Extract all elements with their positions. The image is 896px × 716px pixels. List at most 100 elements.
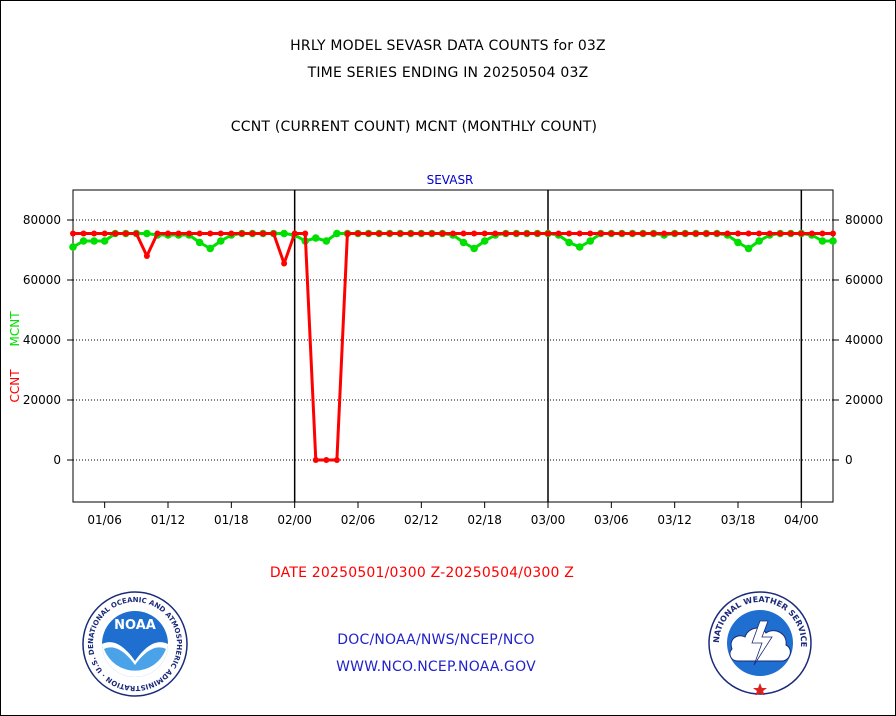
mcnt-data-point <box>470 244 478 253</box>
noaa-text: NOAA <box>114 618 156 633</box>
y-axis-label-mcnt: MCNT <box>8 311 22 347</box>
x-tick-label: 02/00 <box>277 513 312 527</box>
ccnt-data-point <box>450 230 456 237</box>
ccnt-data-point <box>745 230 752 237</box>
x-tick-label: 03/12 <box>657 513 692 527</box>
ccnt-data-point <box>154 230 161 237</box>
date-range-label: DATE 20250501/0300 Z-20250504/0300 Z <box>269 565 575 581</box>
ccnt-data-point <box>428 230 435 237</box>
mcnt-data-point <box>69 243 77 251</box>
ccnt-data-point <box>165 230 171 237</box>
nws-logo-icon: NATIONAL WEATHER SERVICE <box>708 591 812 695</box>
chart-title-line1: HRLY MODEL SEVASR DATA COUNTS for 03Z <box>290 38 606 54</box>
ccnt-data-point <box>629 230 636 237</box>
ccnt-data-point <box>534 230 541 237</box>
ccnt-data-point <box>217 230 224 237</box>
org-label: DOC/NOAA/NWS/NCEP/NCO <box>337 632 535 648</box>
ccnt-data-point <box>819 230 826 237</box>
y-tick-label-left: 60000 <box>23 273 61 287</box>
ccnt-data-point <box>566 230 573 237</box>
x-tick-label: 01/12 <box>151 513 186 527</box>
ccnt-data-point <box>608 230 615 237</box>
ccnt-data-point <box>397 230 404 237</box>
x-tick-label: 02/06 <box>341 513 376 527</box>
ccnt-data-point <box>101 230 108 237</box>
ccnt-data-point <box>281 260 288 267</box>
ccnt-data-point <box>186 230 193 237</box>
ccnt-data-point <box>376 230 383 237</box>
ccnt-data-point <box>302 230 309 237</box>
ccnt-data-point <box>418 230 425 237</box>
ccnt-data-point <box>513 230 520 237</box>
series-layer <box>69 229 837 463</box>
ccnt-data-point <box>355 230 361 237</box>
mcnt-data-point <box>206 244 215 253</box>
y-tick-label-right: 80000 <box>845 213 883 227</box>
y-tick-label-right: 20000 <box>845 393 883 407</box>
ccnt-data-point <box>238 230 245 237</box>
ccnt-data-point <box>724 230 731 237</box>
ccnt-data-point <box>439 230 446 237</box>
mcnt-data-point <box>734 238 742 247</box>
ccnt-data-point <box>640 230 646 237</box>
ccnt-data-point <box>777 230 784 237</box>
mcnt-data-point <box>575 243 584 251</box>
mcnt-data-point <box>818 237 827 245</box>
ccnt-data-point <box>766 230 773 237</box>
ccnt-data-point <box>407 230 414 237</box>
ccnt-data-point <box>344 230 351 237</box>
chart-subtitle: CCNT (CURRENT COUNT) MCNT (MONTHLY COUNT… <box>230 119 598 135</box>
ccnt-data-point <box>671 230 678 237</box>
plot-border <box>72 189 834 503</box>
ccnt-data-point <box>365 230 372 237</box>
mcnt-data-point <box>755 237 763 245</box>
y-tick-label-right: 0 <box>845 453 853 467</box>
mcnt-data-point <box>322 237 331 245</box>
mcnt-data-point <box>216 237 225 245</box>
x-tick-label: 02/18 <box>467 513 502 527</box>
x-tick-label: 03/00 <box>531 513 566 527</box>
y-tick-label-left: 80000 <box>23 213 61 227</box>
y-tick-label-left: 40000 <box>23 333 61 347</box>
axis-layer: 0 0 20000 20000 40000 40000 60000 60000 80000 800… <box>23 189 883 527</box>
mcnt-data-point <box>480 237 489 245</box>
ccnt-data-point <box>471 230 478 237</box>
ccnt-data-point <box>492 230 499 237</box>
ccnt-data-point <box>703 230 710 237</box>
x-tick-label: 01/18 <box>214 513 249 527</box>
ccnt-data-point <box>143 253 150 259</box>
plot-title: SEVASR <box>427 173 474 187</box>
mcnt-data-point <box>586 237 595 245</box>
ccnt-data-point <box>112 230 119 237</box>
website-link[interactable]: WWW.NCO.NCEP.NOAA.GOV <box>336 659 536 675</box>
ccnt-data-point <box>133 230 140 237</box>
x-tick-label: 03/06 <box>594 513 629 527</box>
ccnt-data-point <box>618 230 625 237</box>
mcnt-data-point <box>333 229 341 238</box>
mcnt-data-point <box>90 237 98 245</box>
x-tick-label: 02/12 <box>404 513 439 527</box>
ccnt-data-point <box>661 230 668 237</box>
ccnt-data-point <box>207 230 214 237</box>
ccnt-data-point <box>481 230 488 237</box>
ccnt-data-point <box>70 230 76 237</box>
y-tick-label-left: 0 <box>53 453 61 467</box>
y-axis-label-ccnt: CCNT <box>8 369 22 403</box>
ccnt-data-point <box>523 230 530 237</box>
y-tick-label-right: 40000 <box>845 333 883 347</box>
ccnt-data-point <box>555 230 562 237</box>
ccnt-data-point <box>323 457 330 463</box>
ccnt-data-point <box>545 230 551 237</box>
ccnt-data-point <box>260 230 266 237</box>
grid-layer <box>73 190 833 502</box>
ccnt-data-point <box>692 230 699 237</box>
ccnt-data-point <box>502 230 509 237</box>
y-tick-label-right: 60000 <box>845 273 883 287</box>
ccnt-data-point <box>713 230 720 237</box>
mcnt-data-point <box>195 238 204 247</box>
ccnt-data-point <box>830 230 836 237</box>
ccnt-data-point <box>597 230 604 237</box>
ccnt-data-point <box>333 457 340 463</box>
ccnt-data-point <box>175 230 182 237</box>
mcnt-data-point <box>143 229 151 238</box>
